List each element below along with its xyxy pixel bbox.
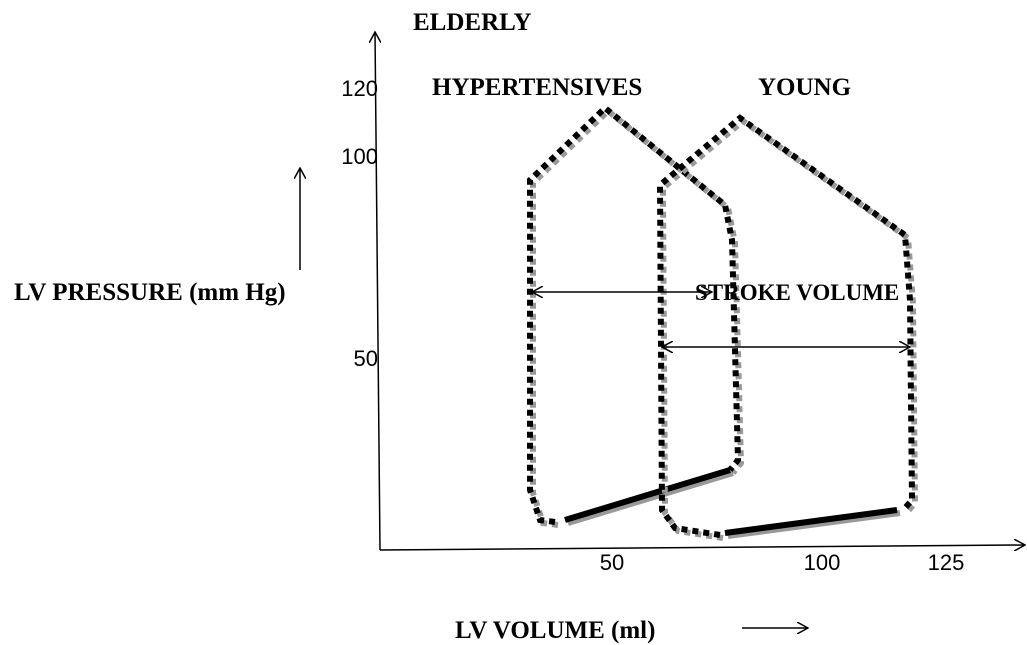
y-axis	[375, 32, 380, 551]
elderly-loop	[530, 107, 745, 528]
x-tick-label: 50	[600, 550, 624, 575]
x-axis-label: LV VOLUME (ml)	[455, 617, 655, 644]
young-loop	[656, 114, 916, 538]
annotation: STROKE VOLUME	[695, 280, 899, 305]
x-tick-label: 125	[928, 550, 965, 575]
elderly-loop	[527, 104, 742, 525]
x-tick-label: 100	[804, 550, 841, 575]
y-tick-label: 120	[341, 76, 378, 101]
y-axis-label: LV PRESSURE (mm Hg)	[14, 279, 286, 306]
loop-label: YOUNG	[758, 74, 851, 101]
young-loop	[659, 117, 919, 541]
y-tick-label: 50	[354, 346, 378, 371]
y-tick-label: 100	[341, 144, 378, 169]
title: ELDERLY	[413, 9, 532, 36]
x-axis	[379, 545, 1025, 550]
loop-label: HYPERTENSIVES	[432, 74, 642, 101]
